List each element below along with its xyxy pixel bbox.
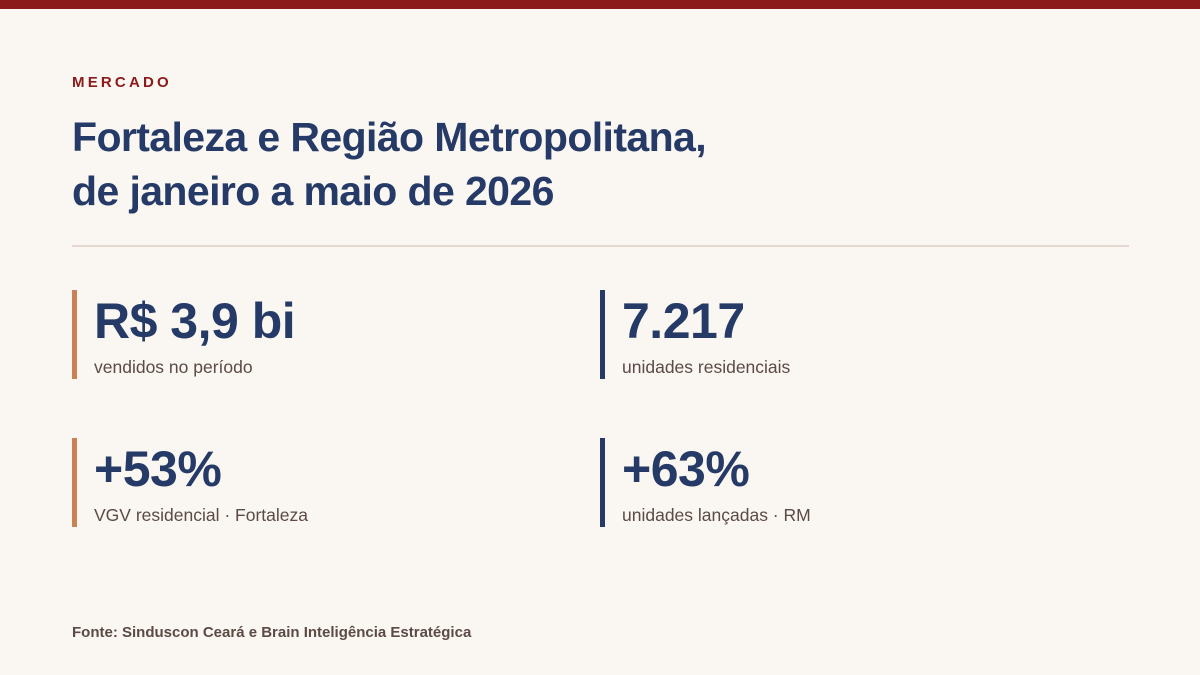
stat-accent-bar xyxy=(600,438,605,527)
stat-value: 7.217 xyxy=(622,293,745,349)
source-prefix: Fonte: xyxy=(72,624,118,641)
source-footer: Fonte: Sinduscon Ceará e Brain Inteligên… xyxy=(72,624,471,641)
stat-card-sales-value: R$ 3,9 bi vendidos no período xyxy=(72,290,532,379)
page-title: Fortaleza e Região Metropolitana, de jan… xyxy=(72,110,707,218)
stat-label: vendidos no período xyxy=(94,357,253,377)
stat-accent-bar xyxy=(72,438,77,527)
title-line-2: de janeiro a maio de 2026 xyxy=(72,168,554,214)
title-line-1: Fortaleza e Região Metropolitana, xyxy=(72,114,707,160)
source-text: Sinduscon Ceará e Brain Inteligência Est… xyxy=(122,624,472,641)
stat-card-launched-units-growth: +63% unidades lançadas · RM xyxy=(600,438,1060,527)
divider xyxy=(72,245,1129,247)
stat-value: +53% xyxy=(94,441,222,497)
stat-accent-bar xyxy=(72,290,77,379)
stat-card-vgv-growth: +53% VGV residencial · Fortaleza xyxy=(72,438,532,527)
stat-value: +63% xyxy=(622,441,750,497)
stat-accent-bar xyxy=(600,290,605,379)
top-accent-bar xyxy=(0,0,1200,9)
stat-value: R$ 3,9 bi xyxy=(94,293,296,349)
stat-label: VGV residencial · Fortaleza xyxy=(94,505,308,525)
section-kicker: MERCADO xyxy=(72,74,172,91)
stat-label: unidades residenciais xyxy=(622,357,791,377)
stat-label: unidades lançadas · RM xyxy=(622,505,811,525)
stat-card-residential-units: 7.217 unidades residenciais xyxy=(600,290,1060,379)
